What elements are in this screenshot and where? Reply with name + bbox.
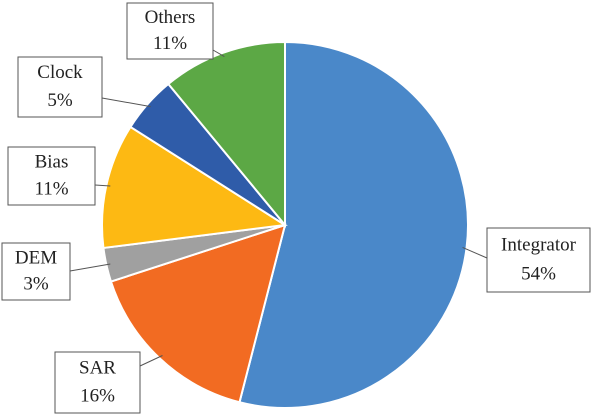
pie-slice — [166, 40, 286, 228]
leader-line — [69, 263, 111, 272]
slice-label: Bias — [35, 152, 69, 173]
slice-label: Integrator — [501, 234, 577, 255]
slice-value-label: 16% — [80, 385, 115, 406]
label-box — [1, 242, 71, 301]
label-box — [17, 56, 103, 118]
slice-label: DEM — [15, 247, 57, 268]
slice-value-label: 3% — [23, 274, 49, 295]
slice-value-label: 11% — [153, 33, 187, 54]
slice-value-label: 11% — [34, 178, 68, 199]
leader-line — [212, 49, 225, 58]
slice-label: SAR — [79, 357, 116, 378]
label-box — [126, 2, 214, 60]
label-box — [7, 146, 96, 206]
slice-label: Clock — [37, 62, 83, 83]
pie-slice — [238, 40, 469, 409]
label-box — [54, 351, 141, 414]
slice-value-label: 54% — [521, 264, 556, 285]
pie-slice — [101, 125, 288, 250]
slice-label: Others — [145, 7, 196, 28]
leader-line — [101, 97, 151, 108]
slice-value-label: 5% — [47, 90, 73, 111]
label-box — [486, 227, 591, 293]
pie-slice — [109, 223, 287, 404]
leader-line — [462, 246, 488, 259]
leader-line — [94, 184, 111, 187]
leader-line — [139, 355, 163, 367]
